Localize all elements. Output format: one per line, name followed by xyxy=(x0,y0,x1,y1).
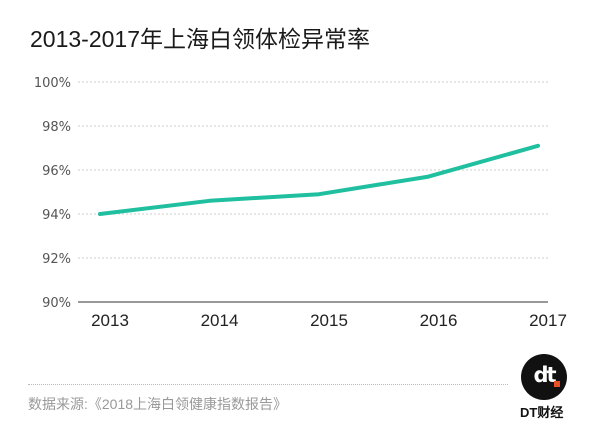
x-tick-label: 2013 xyxy=(91,311,129,330)
gridlines xyxy=(78,81,548,259)
brand-name: DT财经 xyxy=(520,405,564,420)
series-line xyxy=(98,143,540,216)
y-tick-label: 94% xyxy=(42,208,71,223)
dt-logo-icon: dt xyxy=(521,354,567,400)
data-source: 数据来源:《2018上海白领健康指数报告》 xyxy=(28,396,288,412)
y-tick-label: 90% xyxy=(42,296,71,311)
x-tick-label: 2017 xyxy=(529,311,567,330)
y-tick-label: 98% xyxy=(42,120,71,135)
logo-text: dt xyxy=(533,363,556,387)
y-tick-label: 100% xyxy=(34,76,71,91)
line-chart: 90% 92% 94% 96% 98% 100% 2013 2014 2015 2016 2017 xyxy=(34,76,567,330)
logo-dot xyxy=(554,381,560,387)
x-axis-labels: 2013 2014 2015 2016 2017 xyxy=(91,311,567,330)
chart-title: 2013-2017年上海白领体检异常率 xyxy=(30,26,370,52)
y-tick-label: 92% xyxy=(42,252,71,267)
x-tick-label: 2014 xyxy=(201,311,239,330)
x-tick-label: 2016 xyxy=(420,311,458,330)
x-tick-label: 2015 xyxy=(310,311,348,330)
y-tick-label: 96% xyxy=(42,164,71,179)
y-axis-labels: 90% 92% 94% 96% 98% 100% xyxy=(34,76,71,311)
source-divider xyxy=(28,384,508,385)
